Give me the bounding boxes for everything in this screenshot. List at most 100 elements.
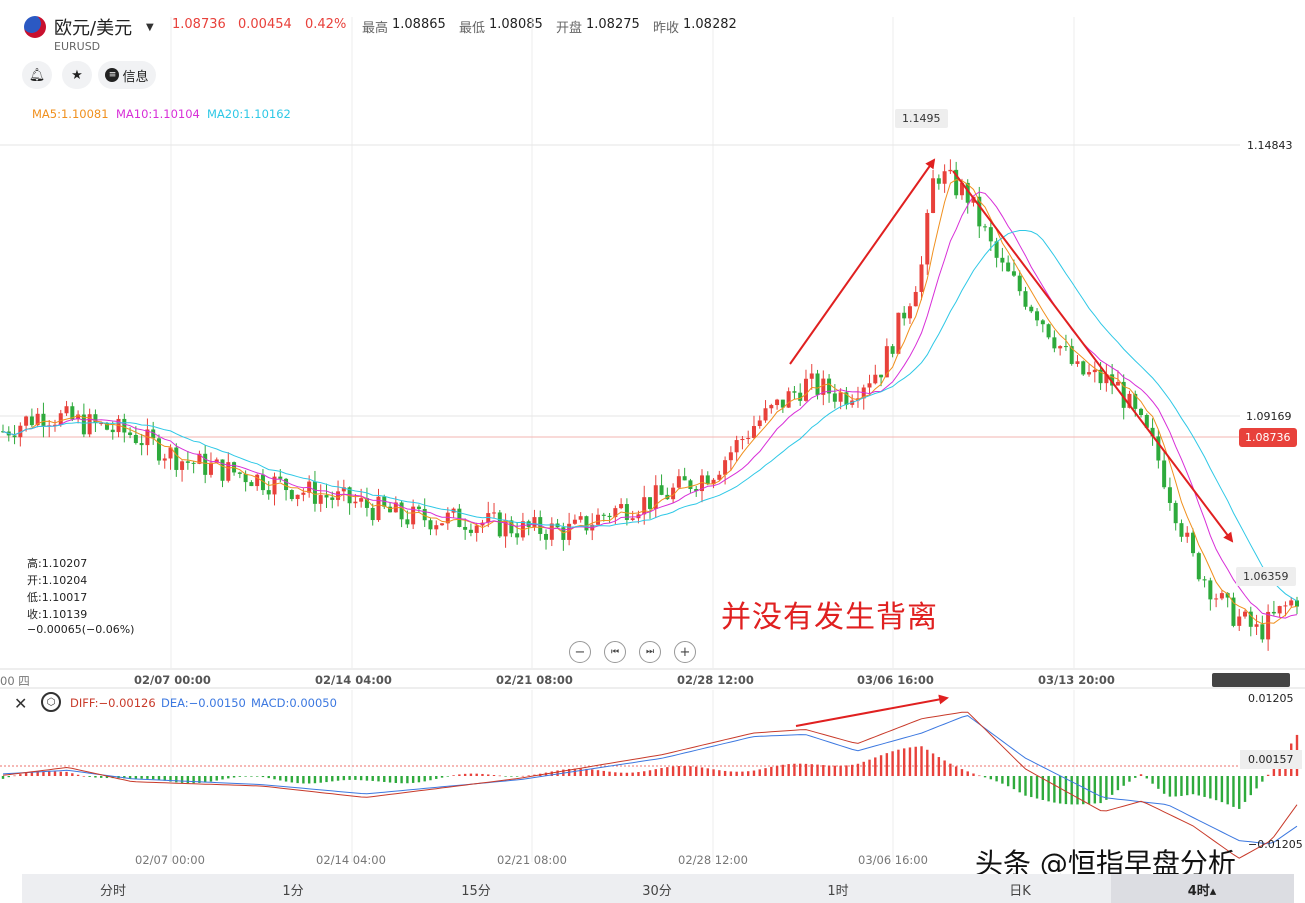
- macd-bar: [429, 776, 432, 781]
- candle-body: [931, 178, 936, 214]
- candle-body: [740, 438, 745, 441]
- macd-bar: [827, 765, 831, 776]
- macd-bar: [671, 766, 675, 776]
- candle-body: [1243, 611, 1248, 617]
- candle-body: [1115, 381, 1120, 386]
- macd-bar: [100, 776, 103, 778]
- time-scrollbar-handle[interactable]: [1212, 673, 1290, 687]
- macd-bar: [752, 770, 756, 776]
- macd-bar: [579, 768, 582, 776]
- macd-bar: [1261, 776, 1264, 782]
- macd-bar: [48, 771, 51, 776]
- macd-bar: [1128, 776, 1131, 782]
- tab-4hour[interactable]: 4时▴: [1187, 884, 1217, 899]
- pair-name[interactable]: 欧元/美元: [54, 18, 133, 39]
- macd-bar: [972, 773, 975, 776]
- candle-body: [1219, 593, 1224, 599]
- tab-daily[interactable]: 日K: [1009, 884, 1031, 899]
- macd-bar: [764, 768, 767, 776]
- macd-bar: [59, 771, 62, 776]
- tab-1hour[interactable]: 1时: [827, 884, 849, 899]
- macd-histogram: [1, 734, 1299, 809]
- candle-body: [948, 169, 953, 172]
- macd-bar: [105, 776, 109, 779]
- macd-bar: [71, 773, 74, 776]
- macd-bar: [631, 772, 634, 776]
- candle-body: [416, 506, 421, 509]
- candle-body: [197, 453, 202, 464]
- macd-bar: [134, 776, 138, 779]
- macd-axis-top: 0.01205: [1248, 692, 1294, 705]
- macd-bar: [82, 775, 86, 777]
- tab-1min[interactable]: 1分: [282, 884, 304, 899]
- tab-tick[interactable]: 分时: [99, 884, 126, 899]
- macd-bar: [498, 775, 502, 777]
- downtrend-arrow: [952, 170, 1234, 543]
- macd-bar: [1041, 776, 1045, 800]
- candle-body: [70, 406, 75, 420]
- zoom-in-button[interactable]: +: [674, 641, 696, 663]
- macd-bar: [931, 753, 935, 776]
- favorite-button[interactable]: ★: [62, 61, 92, 89]
- candle-body: [936, 178, 941, 184]
- macd-bar: [735, 771, 738, 776]
- candle-body: [422, 508, 427, 521]
- macd-bar: [440, 776, 444, 778]
- candle-body: [370, 507, 375, 521]
- candle-body: [648, 497, 652, 509]
- tab-15min[interactable]: 15分: [461, 884, 491, 899]
- skip-forward-icon: ⏭: [645, 647, 655, 657]
- candle-body: [769, 405, 774, 409]
- macd-time-label: 03/06 16:00: [858, 853, 928, 867]
- candle-body: [567, 523, 572, 540]
- candle-body: [87, 414, 92, 435]
- macd-bar: [255, 776, 259, 777]
- candle-body: [156, 438, 161, 461]
- macd-bar: [487, 774, 490, 776]
- macd-bar: [1070, 776, 1073, 805]
- macd-axis-mid: 0.00157: [1240, 750, 1302, 769]
- scroll-start-button[interactable]: ⏮: [604, 641, 626, 663]
- macd-bar: [13, 775, 16, 777]
- macd-bar: [781, 764, 785, 776]
- candle-body: [959, 182, 964, 196]
- macd-bar: [151, 776, 155, 780]
- candle-body: [203, 453, 208, 475]
- info-button[interactable]: ≡ 信息: [98, 61, 156, 89]
- macd-bar: [1238, 776, 1241, 809]
- candle-body: [867, 383, 872, 388]
- zoom-out-button[interactable]: −: [569, 641, 591, 663]
- chart-grid: [0, 17, 1305, 862]
- macd-bar: [718, 770, 721, 776]
- ma10-legend: MA10:1.10104: [116, 107, 200, 121]
- candle-body: [249, 482, 254, 487]
- macd-bar: [966, 771, 969, 776]
- macd-bar: [879, 755, 883, 776]
- chevron-down-icon[interactable]: ▼: [146, 22, 154, 33]
- close-icon[interactable]: ✕: [14, 694, 28, 713]
- time-label: 03/06 16:00: [857, 673, 934, 687]
- alert-button[interactable]: 🔔︎: [22, 61, 52, 89]
- symbol-code: EURUSD: [54, 40, 101, 53]
- candle-body: [671, 487, 676, 500]
- macd-bar: [342, 776, 346, 781]
- macd-bar: [348, 776, 351, 780]
- tab-30min[interactable]: 30分: [642, 884, 672, 899]
- macd-bar: [1076, 776, 1079, 805]
- candle-body: [284, 478, 289, 491]
- candle-body: [775, 399, 780, 406]
- macd-bar: [1226, 776, 1229, 805]
- scroll-end-button[interactable]: ⏭: [639, 641, 661, 663]
- macd-bar: [221, 776, 224, 780]
- macd-bar: [452, 775, 455, 776]
- candle-body: [717, 474, 722, 480]
- candle-body: [1179, 523, 1184, 537]
- macd-bar: [203, 776, 207, 783]
- candlestick-chart[interactable]: [0, 0, 1305, 870]
- candle-body: [659, 485, 664, 495]
- max-price-marker: 1.1495: [895, 109, 948, 128]
- candle-body: [734, 440, 739, 453]
- low-label: 最低: [459, 21, 486, 36]
- settings-icon[interactable]: ⬡: [41, 692, 61, 712]
- candle-body: [1266, 611, 1271, 640]
